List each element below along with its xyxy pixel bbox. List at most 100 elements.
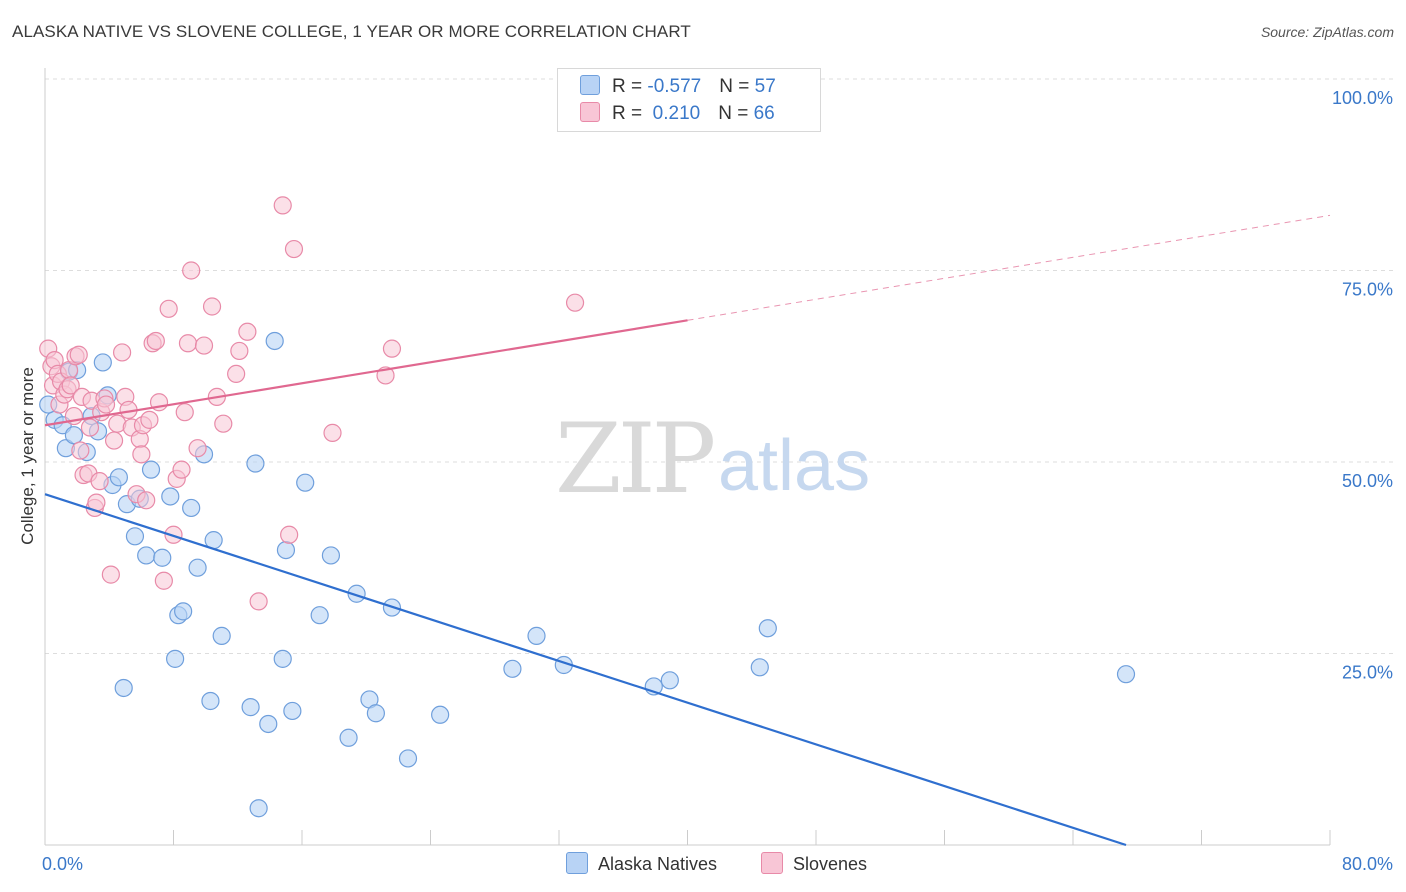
alaska-natives-point (310, 606, 329, 625)
alaska-natives-point (273, 649, 292, 668)
legend-n-value: 66 (753, 103, 775, 124)
legend-r-label: R = (612, 76, 648, 97)
alaska-natives-point (339, 728, 358, 747)
slovenes-point (565, 293, 585, 312)
bottom-legend-label: Slovenes (793, 854, 868, 874)
slovenes-point (188, 439, 207, 458)
x-tick-label: 0.0% (42, 854, 83, 874)
slovenes-point (284, 239, 304, 259)
alaska-natives-point (212, 626, 231, 645)
slovenes-point (238, 322, 257, 341)
slovenes-point (140, 410, 159, 429)
alaska-natives-point (166, 649, 185, 668)
grid-lines (45, 78, 1395, 654)
slovenes-point (104, 431, 124, 450)
alaska-natives-point (527, 626, 546, 645)
slovenes-point (382, 339, 402, 358)
bottom-legend-alaska-natives: Alaska Natives (566, 852, 717, 875)
slovenes-trend-line (44, 319, 688, 427)
slovenes-point (172, 460, 191, 479)
y-tick-label: 50.0% (1342, 471, 1393, 491)
alaska-natives-point (241, 698, 260, 717)
alaska-natives-point (188, 558, 207, 577)
slovenes-point (230, 341, 249, 361)
y-tick-label: 100.0% (1332, 88, 1393, 108)
legend-n-label: N = (718, 103, 754, 124)
slovenes-point (178, 334, 198, 353)
slovenes-point (96, 395, 116, 414)
legend-r-value: 0.210 (647, 103, 701, 124)
slovenes-point (280, 525, 299, 544)
alaska-natives-point (366, 704, 385, 723)
tick-labels: 25.0% 50.0% 75.0% 100.0% 0.0% 80.0% (42, 88, 1393, 874)
source-credit: Source: ZipAtlas.com (1260, 24, 1394, 40)
watermark-zip: ZIP (555, 403, 714, 515)
legend-row-alaska-natives: R = -0.577 N = 57 (580, 75, 776, 99)
correlation-legend: R = -0.577 N = 57 R = 0.210 N = 66 (557, 68, 821, 132)
bottom-legend-swatch-blue (566, 852, 588, 874)
legend-n-value: 57 (754, 76, 776, 97)
axes (44, 68, 1331, 846)
alaska-natives-point (758, 619, 777, 638)
bottom-legend-swatch-pink (761, 852, 783, 874)
slovenes-point (202, 297, 222, 316)
slovenes-point (175, 403, 194, 422)
y-axis-label: College, 1 year or more (18, 367, 37, 545)
slovenes-point (132, 445, 151, 464)
slovenes-point (71, 441, 90, 460)
chart-title: ALASKA NATIVE VS SLOVENE COLLEGE, 1 YEAR… (12, 22, 691, 41)
slovenes-point (249, 592, 268, 611)
alaska-natives-point (64, 426, 84, 445)
legend-swatch-pink (580, 102, 600, 122)
slovenes-point (146, 331, 165, 351)
alaska-natives-point (174, 602, 193, 621)
watermark: ZIP atlas (555, 403, 870, 515)
alaska-natives-point (321, 546, 341, 565)
slovenes-point (80, 418, 100, 437)
slovenes-point (69, 345, 88, 364)
y-tick-label: 75.0% (1342, 280, 1393, 300)
x-tick-label: 80.0% (1342, 854, 1393, 874)
slovenes-point (101, 565, 120, 584)
trend-lines (44, 214, 1331, 847)
slovenes-point (112, 343, 132, 362)
alaska-natives-point (201, 691, 220, 711)
alaska-natives-point (109, 468, 128, 487)
alaska-natives-point (347, 584, 366, 603)
alaska-natives-point (276, 540, 296, 560)
watermark-atlas: atlas (718, 426, 870, 506)
alaska-natives-point (503, 659, 522, 678)
alaska-natives-point (398, 749, 418, 768)
slovenes-point (273, 196, 292, 215)
alaska-natives-point (283, 701, 302, 721)
y-tick-label: 25.0% (1342, 663, 1393, 683)
alaska-natives-point (750, 658, 769, 677)
legend-swatch-blue (580, 75, 600, 95)
legend-row-slovenes: R = 0.210 N = 66 (580, 102, 775, 126)
slovenes-point (194, 336, 214, 355)
alaska-natives-point (1116, 665, 1136, 684)
slovenes-point (323, 423, 342, 442)
legend-r-value: -0.577 (647, 76, 702, 97)
alaska-natives-point (249, 799, 268, 818)
alaska-natives-point (93, 353, 112, 372)
alaska-natives-point (153, 548, 172, 567)
bottom-legend-slovenes: Slovenes (761, 852, 867, 875)
slovenes-point (159, 299, 178, 318)
alaska-natives-point (141, 460, 161, 479)
bottom-legend-label: Alaska Natives (598, 854, 718, 874)
slovenes-point (90, 472, 109, 491)
slovenes-point (61, 376, 80, 395)
legend-r-label: R = (612, 103, 648, 124)
slovenes-point (182, 261, 201, 280)
legend-n-label: N = (719, 76, 755, 97)
alaska-natives-trend-line (44, 493, 1127, 847)
alaska-natives-point (137, 546, 156, 565)
slovenes-point (214, 414, 233, 433)
alaska-natives-point (660, 671, 679, 690)
alaska-natives-point (431, 705, 450, 724)
slovenes-points (39, 196, 585, 611)
slovenes-point (137, 491, 156, 510)
alaska-natives-point (259, 714, 278, 734)
